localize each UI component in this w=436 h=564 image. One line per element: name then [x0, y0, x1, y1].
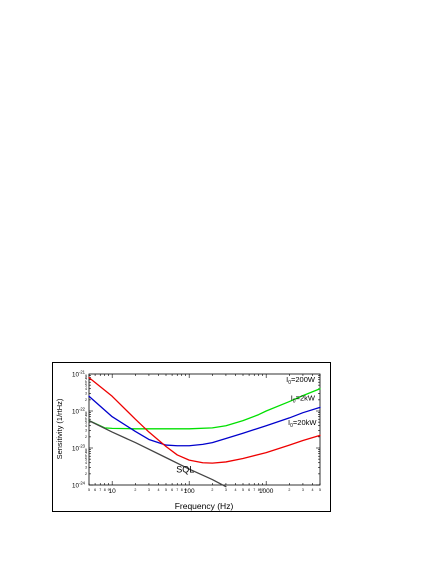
x-minor-tick-label: 9	[108, 488, 110, 492]
x-tick-label: 1000	[259, 488, 274, 495]
x-minor-tick-label: 5	[88, 488, 90, 492]
x-axis-label: Frequency (Hz)	[175, 501, 234, 511]
y-minor-tick-label: 6	[85, 381, 87, 385]
x-tick-label: 100	[184, 488, 195, 495]
series-line	[88, 395, 321, 447]
x-minor-tick-label: 3	[302, 488, 304, 492]
y-tick-label: 10-22	[72, 406, 86, 415]
x-minor-tick-label: 2	[134, 488, 136, 492]
y-minor-tick-label: 4	[85, 424, 87, 428]
x-minor-tick-label: 3	[148, 488, 150, 492]
x-minor-tick-label: 8	[181, 488, 183, 492]
y-minor-tick-label: 6	[85, 418, 87, 422]
x-minor-tick-label: 5	[319, 488, 321, 492]
curve-label: SQL	[176, 464, 194, 474]
y-tick-label: 10-21	[72, 369, 86, 378]
annotations-group: I0=200W I0=2kW I0=20kW SQL	[176, 375, 317, 474]
x-minor-tick-label: 3	[225, 488, 227, 492]
x-minor-tick-label: 6	[248, 488, 250, 492]
series-line	[88, 388, 321, 430]
curve-label: I0=2kW	[291, 394, 316, 405]
y-minor-tick-label: 3	[85, 429, 87, 433]
y-minor-tick-label: 7	[85, 452, 87, 456]
y-minor-tick-label: 7	[85, 415, 87, 419]
y-minor-tick-label: 9	[85, 411, 87, 415]
x-minor-tick-label: 4	[312, 488, 314, 492]
y-minor-tick-label: 2	[85, 435, 87, 439]
sensitivity-chart: 5 6 7 8 9 2 3 4 5 6 7 8 9 2 3 4 5 6 7 8 9 2 3 4 510 100 1000234567…	[55, 369, 321, 511]
y-minor-tick-label: 5	[85, 420, 87, 424]
x-minor-tick-label: 8	[258, 488, 260, 492]
x-minor-tick-label: 9	[185, 488, 187, 492]
axis-ticks: 5 6 7 8 9 2 3 4 5 6 7 8 9 2 3 4 5 6 7 8 9 2 3 4 510 100 1000234567…	[72, 369, 321, 495]
x-minor-tick-label: 4	[235, 488, 237, 492]
y-minor-tick-label: 6	[85, 455, 87, 459]
y-axis-label: Sensitivity (1/rtHz)	[55, 398, 64, 459]
series-line	[88, 419, 227, 488]
series-group	[88, 376, 321, 488]
x-minor-tick-label: 2	[288, 488, 290, 492]
x-minor-tick-label: 7	[253, 488, 255, 492]
x-minor-tick-label: 8	[104, 488, 106, 492]
y-minor-tick-label: 4	[85, 461, 87, 465]
curve-label: I0=200W	[286, 375, 316, 386]
x-minor-tick-label: 6	[171, 488, 173, 492]
y-minor-tick-label: 5	[85, 457, 87, 461]
y-minor-tick-label: 9	[85, 374, 87, 378]
y-minor-tick-label: 8	[85, 450, 87, 454]
x-minor-tick-label: 6	[94, 488, 96, 492]
y-minor-tick-label: 8	[85, 413, 87, 417]
x-tick-label: 10	[109, 488, 117, 495]
y-minor-tick-label: 8	[85, 376, 87, 380]
x-minor-tick-label: 9	[262, 488, 264, 492]
y-minor-tick-label: 3	[85, 392, 87, 396]
y-minor-tick-label: 9	[85, 448, 87, 452]
x-minor-tick-label: 4	[158, 488, 160, 492]
x-minor-tick-label: 7	[99, 488, 101, 492]
curve-label: I0=20kW	[288, 418, 317, 429]
y-tick-label: 10-23	[72, 443, 86, 452]
y-minor-tick-label: 3	[85, 466, 87, 470]
x-minor-tick-label: 2	[211, 488, 213, 492]
y-minor-tick-label: 4	[85, 387, 87, 391]
y-minor-tick-label: 2	[85, 472, 87, 476]
x-minor-tick-label: 5	[242, 488, 244, 492]
y-minor-tick-label: 7	[85, 378, 87, 382]
y-minor-tick-label: 5	[85, 383, 87, 387]
plot-area	[88, 373, 321, 486]
figure-frame: 5 6 7 8 9 2 3 4 5 6 7 8 9 2 3 4 5 6 7 8 9 2 3 4 5 10 100 1000 2 3 4 5 6 7…	[52, 362, 331, 512]
series-line	[88, 376, 321, 464]
y-tick-label: 10-24	[72, 480, 86, 489]
x-minor-tick-label: 5	[165, 488, 167, 492]
y-minor-tick-label: 2	[85, 398, 87, 402]
x-minor-tick-label: 7	[176, 488, 178, 492]
